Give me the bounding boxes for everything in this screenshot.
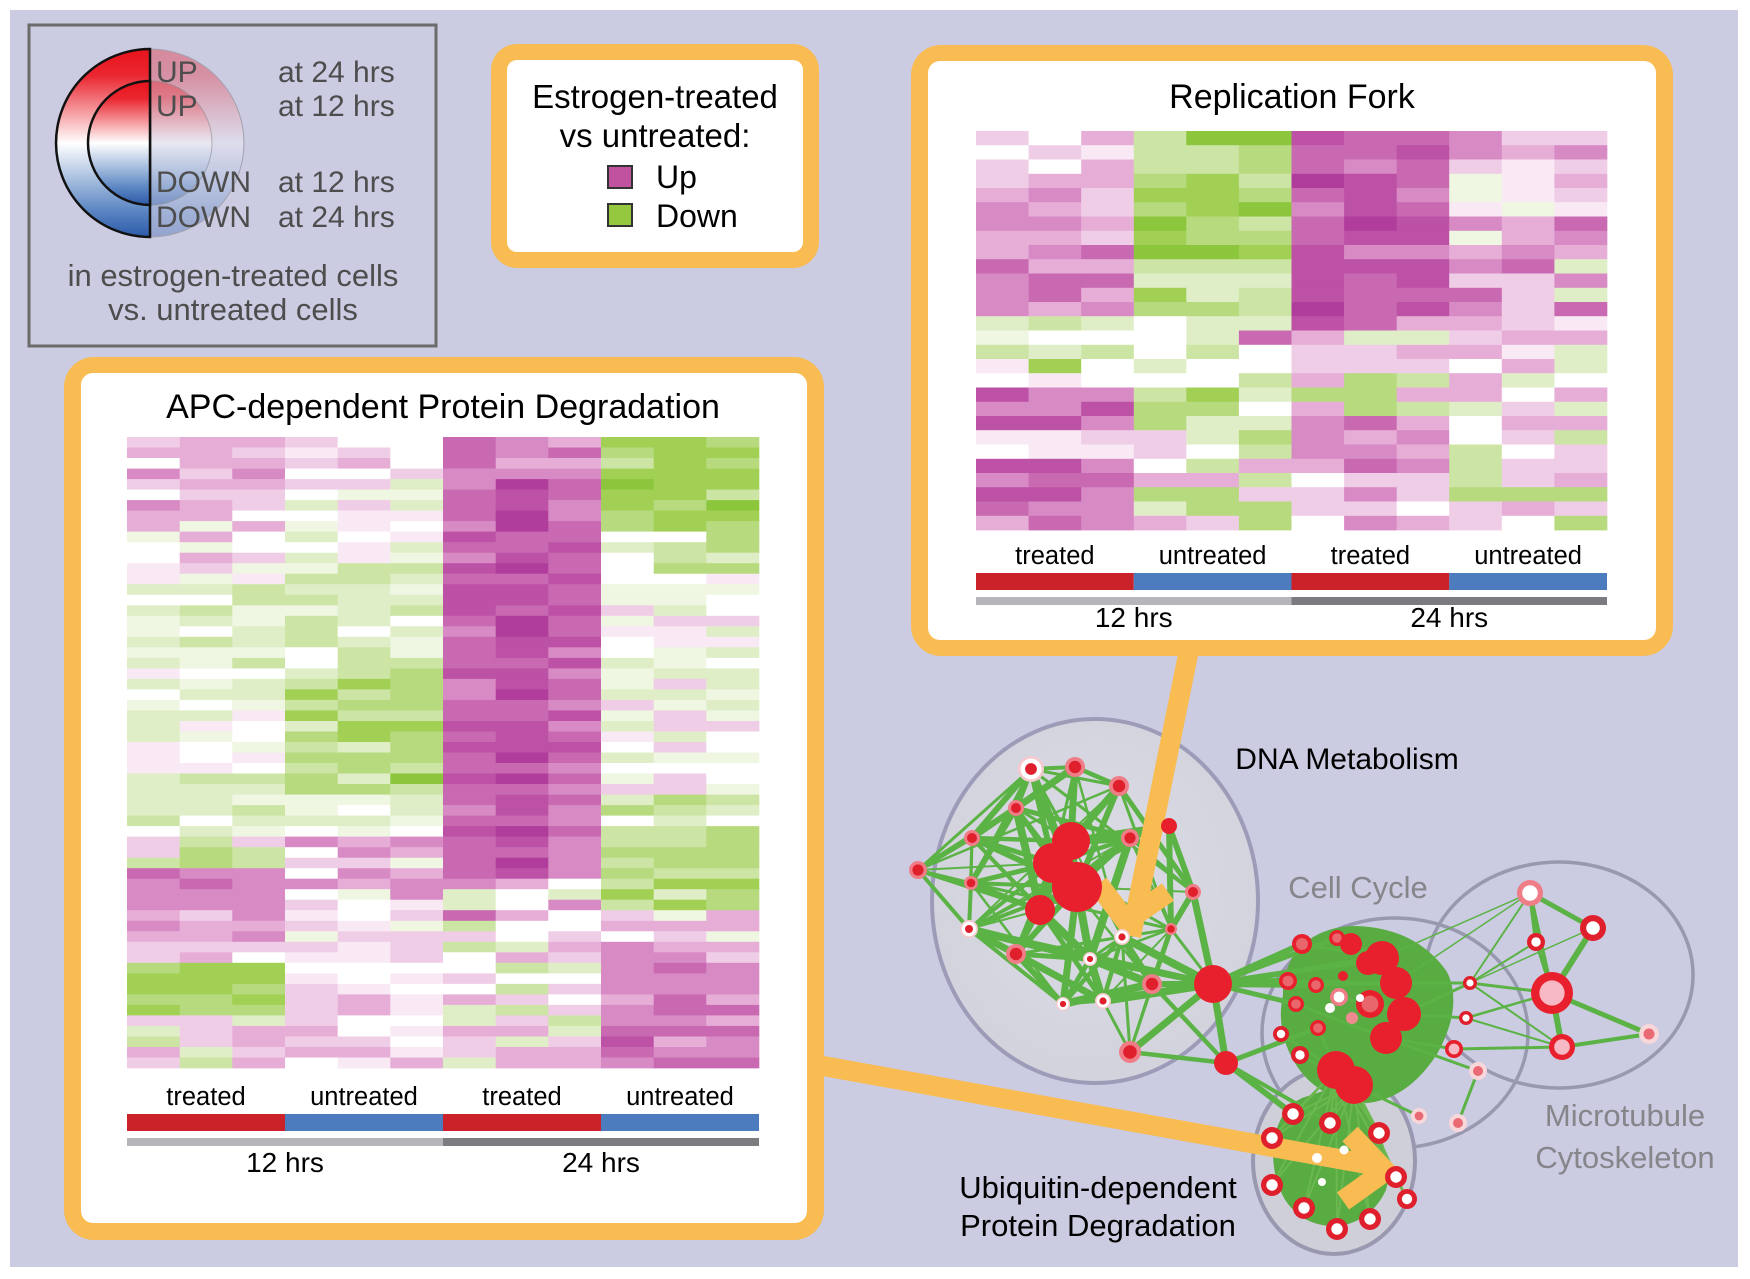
svg-text:vs untreated:: vs untreated: [560, 117, 751, 154]
svg-text:Replication Fork: Replication Fork [1169, 78, 1416, 116]
svg-text:at 12 hrs: at 12 hrs [278, 166, 395, 199]
svg-text:untreated: untreated [1159, 542, 1267, 570]
svg-text:at 24 hrs: at 24 hrs [278, 201, 395, 234]
svg-text:Ubiquitin-dependent: Ubiquitin-dependent [959, 1170, 1237, 1205]
svg-text:Protein Degradation: Protein Degradation [960, 1208, 1236, 1243]
svg-text:24 hrs: 24 hrs [562, 1147, 640, 1178]
svg-text:in estrogen-treated cells: in estrogen-treated cells [68, 258, 399, 293]
svg-text:at 12 hrs: at 12 hrs [278, 90, 395, 123]
svg-text:Estrogen-treated: Estrogen-treated [532, 78, 778, 115]
svg-text:treated: treated [1015, 542, 1094, 570]
svg-text:12 hrs: 12 hrs [1095, 602, 1173, 633]
svg-text:24 hrs: 24 hrs [1410, 602, 1488, 633]
svg-text:Up: Up [656, 159, 697, 195]
svg-text:untreated: untreated [626, 1083, 734, 1111]
svg-text:DOWN: DOWN [156, 166, 251, 199]
svg-text:Cell Cycle: Cell Cycle [1288, 870, 1428, 905]
svg-text:Down: Down [656, 198, 738, 234]
svg-text:UP: UP [156, 90, 198, 123]
svg-text:untreated: untreated [310, 1083, 418, 1111]
svg-text:DNA Metabolism: DNA Metabolism [1235, 743, 1458, 776]
svg-text:UP: UP [156, 56, 198, 89]
svg-text:treated: treated [482, 1083, 561, 1111]
svg-text:treated: treated [1331, 542, 1410, 570]
svg-text:12 hrs: 12 hrs [246, 1147, 324, 1178]
svg-text:Cytoskeleton: Cytoskeleton [1535, 1140, 1714, 1175]
svg-text:untreated: untreated [1474, 542, 1582, 570]
svg-text:vs. untreated cells: vs. untreated cells [108, 292, 358, 327]
svg-text:APC-dependent Protein Degradat: APC-dependent Protein Degradation [166, 388, 720, 426]
svg-text:at 24 hrs: at 24 hrs [278, 56, 395, 89]
svg-text:DOWN: DOWN [156, 201, 251, 234]
svg-text:treated: treated [166, 1083, 245, 1111]
svg-text:Microtubule: Microtubule [1545, 1098, 1705, 1133]
